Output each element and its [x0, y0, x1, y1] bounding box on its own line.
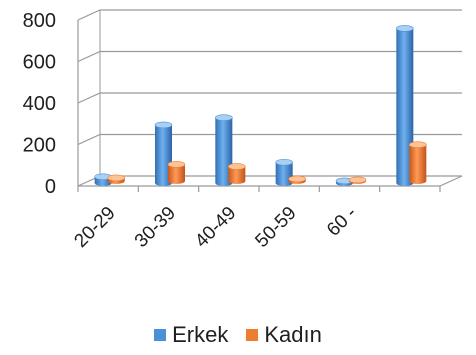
bar	[396, 28, 414, 186]
gridline	[77, 9, 462, 21]
bar-cap	[348, 176, 367, 184]
bar	[168, 164, 185, 184]
x-tick-label: 20-29	[70, 203, 119, 252]
bar	[275, 162, 293, 186]
bar-cap	[215, 114, 233, 121]
bar	[409, 144, 427, 184]
legend-swatch-kadin	[246, 329, 259, 341]
bar-cap	[228, 163, 246, 170]
bar-cap	[288, 175, 306, 183]
y-tick-label: 0	[45, 176, 56, 198]
y-tick-label: 200	[23, 135, 56, 157]
x-tick-label: 60 -	[323, 203, 361, 241]
bar	[228, 166, 246, 184]
x-tick-label: 50-59	[251, 203, 300, 252]
legend-item-erkek: Erkek	[154, 322, 228, 348]
legend: Erkek Kadın	[0, 322, 476, 348]
x-tick-label: 30-39	[131, 203, 180, 252]
legend-label-kadin: Kadın	[264, 322, 322, 347]
grid-layer	[77, 9, 463, 192]
gridline	[77, 50, 462, 63]
legend-label-erkek: Erkek	[172, 322, 229, 347]
bar-cap	[107, 174, 125, 182]
legend-item-kadin: Kadın	[246, 322, 322, 348]
y-tick-label: 600	[23, 52, 56, 74]
gridline	[77, 133, 462, 146]
bar-cap	[409, 141, 427, 148]
bar	[155, 124, 172, 186]
y-tick-label: 400	[23, 93, 56, 115]
y-axis-ticks: 0 200 400 600 800	[23, 10, 56, 198]
bar-cap	[167, 161, 186, 168]
bar-chart: 0 200 400 600 800 20-29 30-39 40-49 50-59 60 -	[23, 9, 463, 252]
bar	[215, 117, 233, 186]
legend-swatch-erkek	[154, 329, 167, 341]
gridline	[77, 92, 462, 104]
floor-right-edge	[439, 175, 463, 187]
y-tick-label: 800	[23, 10, 56, 32]
x-axis-ticks: 20-29 30-39 40-49 50-59 60 -	[70, 203, 361, 252]
bars-layer	[94, 25, 427, 186]
bar-cap	[396, 25, 414, 32]
x-tick-label: 40-49	[191, 203, 240, 252]
bar-cap	[154, 121, 173, 129]
bar-cap	[275, 158, 293, 166]
